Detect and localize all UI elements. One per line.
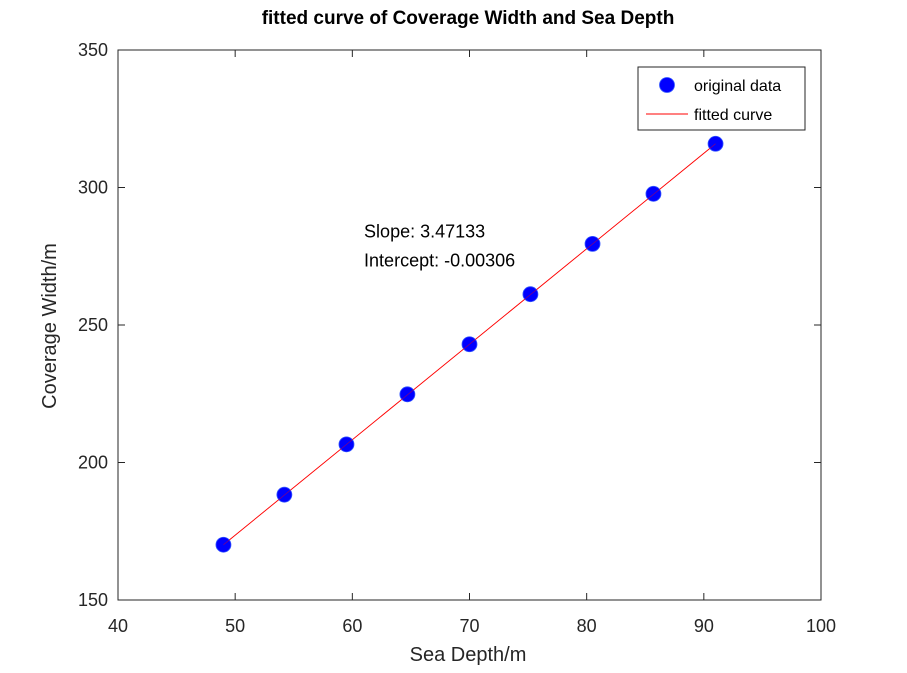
y-axis: 150 200 250 300 350 <box>78 40 821 610</box>
x-tick-label: 50 <box>225 616 245 636</box>
data-point <box>399 386 416 403</box>
legend-entry: fitted curve <box>694 107 772 124</box>
x-tick-label: 70 <box>459 616 479 636</box>
legend-marker <box>659 77 675 93</box>
legend-entry: original data <box>694 78 781 95</box>
y-tick-label: 150 <box>78 590 108 610</box>
data-point <box>645 185 662 202</box>
legend: original data fitted curve <box>637 66 806 131</box>
x-tick-label: 40 <box>108 616 128 636</box>
data-point <box>522 286 539 303</box>
x-tick-label: 80 <box>577 616 597 636</box>
chart-title: fitted curve of Coverage Width and Sea D… <box>262 8 675 29</box>
data-point <box>276 486 293 503</box>
series-layer <box>215 135 724 553</box>
x-axis-label: Sea Depth/m <box>410 644 527 666</box>
x-tick-label: 90 <box>694 616 714 636</box>
annotation-text: Slope: 3.47133 <box>364 222 485 242</box>
y-axis-label: Coverage Width/m <box>39 243 61 409</box>
x-axis: 40 50 60 70 80 90 100 <box>108 50 836 636</box>
annotation-text: Intercept: -0.00306 <box>364 250 515 270</box>
y-tick-label: 250 <box>78 315 108 335</box>
x-tick-label: 60 <box>342 616 362 636</box>
fitted-curve-line-overlay <box>223 143 716 545</box>
y-tick-label: 350 <box>78 40 108 60</box>
y-tick-label: 200 <box>78 453 108 473</box>
y-tick-label: 300 <box>78 178 108 198</box>
plot-area <box>117 49 822 601</box>
x-tick-label: 100 <box>806 616 836 636</box>
annotation-layer: Slope: 3.47133 Intercept: -0.00306 <box>364 222 515 271</box>
